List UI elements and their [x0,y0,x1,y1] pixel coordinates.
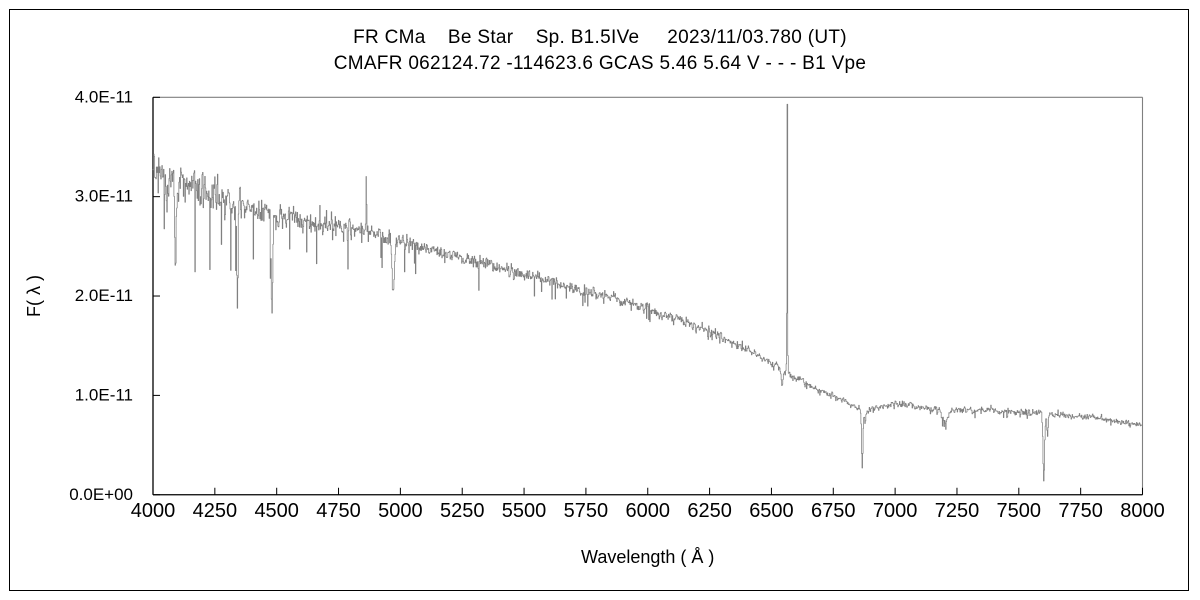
svg-text:7500: 7500 [997,500,1042,522]
svg-text:6250: 6250 [687,500,732,522]
svg-text:5500: 5500 [502,500,547,522]
svg-text:1.0E-11: 1.0E-11 [75,385,133,404]
svg-text:0.0E+00: 0.0E+00 [69,485,133,504]
svg-text:5750: 5750 [564,500,609,522]
svg-text:7250: 7250 [935,500,980,522]
svg-text:6000: 6000 [626,500,671,522]
svg-text:4750: 4750 [316,500,361,522]
svg-text:CMAFR 062124.72 -114623.6 GCAS: CMAFR 062124.72 -114623.6 GCAS 5.46 5.64… [334,53,867,74]
svg-text:F( λ ): F( λ ) [24,275,44,317]
svg-text:7000: 7000 [873,500,918,522]
svg-text:5000: 5000 [378,500,423,522]
svg-text:6500: 6500 [749,500,794,522]
svg-text:FR CMa Be Star Sp. B1.5I: FR CMa Be Star Sp. B1.5IVe 2023/11/03.78… [353,27,847,48]
svg-text:3.0E-11: 3.0E-11 [75,187,133,206]
svg-text:2.0E-11: 2.0E-11 [75,286,133,305]
svg-text:6750: 6750 [811,500,856,522]
svg-text:4250: 4250 [193,500,238,522]
svg-text:4.0E-11: 4.0E-11 [75,87,133,106]
svg-text:7750: 7750 [1058,500,1103,522]
svg-text:4500: 4500 [254,500,299,522]
svg-text:4000: 4000 [131,500,176,522]
svg-text:Wavelength ( Å ): Wavelength ( Å ) [581,547,714,567]
svg-text:8000: 8000 [1120,500,1165,522]
svg-text:5250: 5250 [440,500,485,522]
